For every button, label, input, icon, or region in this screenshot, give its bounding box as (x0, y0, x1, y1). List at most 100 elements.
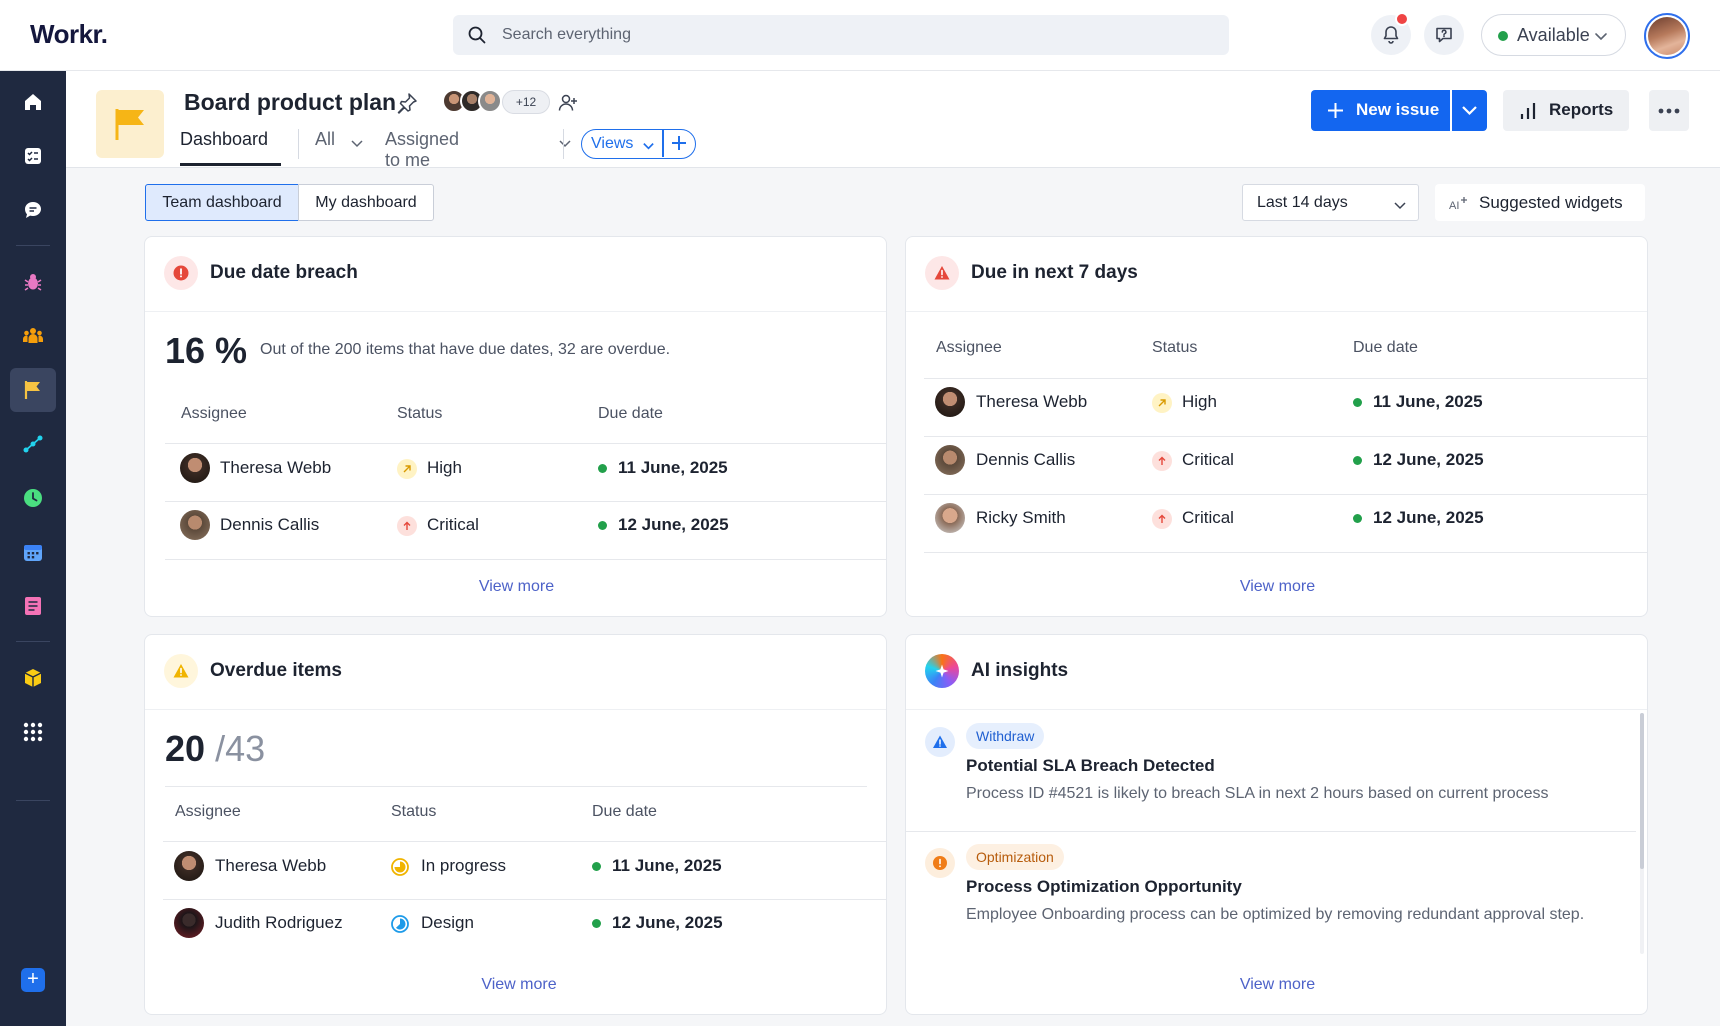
sidebar-item-bugs[interactable] (10, 260, 56, 304)
alert-circle-icon (164, 256, 198, 290)
plus-icon (1328, 103, 1343, 118)
avatar (180, 510, 210, 540)
add-app-button[interactable]: + (21, 968, 45, 992)
date-range-select[interactable]: Last 14 days (1242, 184, 1419, 221)
insight-title: Potential SLA Breach Detected (966, 756, 1215, 775)
sidebar-item-chat[interactable] (10, 188, 56, 232)
card-header: Due date breach (145, 237, 886, 312)
new-issue-button[interactable]: New issue (1311, 90, 1450, 131)
priority-critical-icon (397, 516, 417, 536)
pin-button[interactable] (396, 92, 418, 114)
due-date: 11 June, 2025 (612, 856, 722, 875)
due-date: 11 June, 2025 (1373, 392, 1483, 411)
status-label: In progress (421, 856, 507, 875)
sidebar-item-projects[interactable] (10, 368, 56, 412)
project-header: Board product plan +12 Dashboard All Ass… (66, 71, 1720, 170)
tab-all[interactable]: All (315, 129, 335, 150)
search-bar[interactable] (453, 15, 1229, 55)
availability-dropdown[interactable]: Available (1481, 14, 1626, 56)
scrollbar[interactable] (1640, 713, 1644, 954)
sidebar-item-apps[interactable] (10, 710, 56, 754)
column-header-assignee: Assignee (936, 339, 1002, 356)
calendar-icon (24, 545, 42, 561)
app-logo[interactable]: Workr. (30, 19, 108, 49)
card-title: Due date breach (210, 262, 358, 283)
warning-triangle-icon (925, 727, 955, 757)
status-label: Critical (1182, 450, 1234, 469)
ai-sparkle-icon: AI (1449, 197, 1467, 211)
column-header-assignee: Assignee (181, 405, 247, 422)
column-header-due-date: Due date (1353, 339, 1418, 356)
sidebar-item-calendar[interactable] (10, 530, 56, 574)
tab-assigned-to-me[interactable]: Assigned to me (385, 129, 460, 170)
sidebar-item-tasks[interactable] (10, 134, 56, 178)
insight-tag-optimization: Optimization (966, 844, 1064, 870)
help-button[interactable] (1424, 15, 1464, 55)
chevron-down-icon (1462, 106, 1477, 116)
page-title: Board product plan (184, 89, 397, 115)
add-view-button[interactable] (670, 134, 688, 152)
table-divider (924, 494, 1647, 495)
chevron-down-icon[interactable] (350, 136, 364, 150)
priority-high-icon (1152, 393, 1172, 413)
view-more-link[interactable]: View more (1239, 976, 1316, 993)
search-icon (468, 26, 486, 44)
notification-badge (1395, 12, 1409, 26)
column-header-status: Status (397, 405, 443, 422)
due-status-dot (1353, 456, 1362, 465)
date-range-value: Last 14 days (1257, 194, 1348, 211)
add-member-button[interactable] (557, 92, 579, 114)
ai-insights-card: AI insights Withdraw Potential SLA Breac… (905, 634, 1648, 1015)
card-header: Due in next 7 days (906, 237, 1647, 312)
due-status-dot (598, 521, 607, 530)
chevron-down-icon[interactable] (558, 136, 572, 150)
view-more-link[interactable]: View more (478, 578, 555, 595)
sidebar-item-docs[interactable] (10, 584, 56, 628)
flag-icon (115, 109, 144, 140)
sidebar-item-home[interactable] (10, 80, 56, 124)
due-date: 12 June, 2025 (612, 913, 723, 932)
search-input[interactable] (502, 15, 1202, 55)
sidebar-divider (16, 641, 50, 642)
status-dot (1498, 31, 1508, 41)
views-divider (662, 130, 664, 157)
avatar (478, 89, 502, 113)
priority-critical-icon (1152, 451, 1172, 471)
new-issue-label: New issue (1356, 100, 1440, 119)
avatar (460, 89, 484, 113)
sidebar-item-timesheets[interactable] (10, 476, 56, 520)
sidebar-item-packages[interactable] (10, 656, 56, 700)
suggested-widgets-label: Suggested widgets (1479, 193, 1623, 212)
assignee-name: Theresa Webb (976, 392, 1088, 411)
reports-label: Reports (1549, 100, 1614, 119)
bar-chart-icon (1520, 103, 1536, 119)
scrollbar-thumb[interactable] (1640, 713, 1644, 869)
sidebar-item-workflows[interactable] (10, 422, 56, 466)
avatar (935, 503, 965, 533)
chevron-down-icon (1394, 202, 1406, 210)
suggested-widgets-button[interactable]: AI Suggested widgets (1435, 184, 1645, 221)
tab-all-label: All (315, 129, 336, 149)
card-title: Due in next 7 days (971, 262, 1138, 283)
reports-button[interactable]: Reports (1503, 90, 1629, 131)
view-more-link[interactable]: View more (1239, 578, 1316, 595)
my-dashboard-toggle[interactable]: My dashboard (298, 184, 434, 221)
team-dashboard-toggle[interactable]: Team dashboard (145, 184, 299, 221)
tab-divider (563, 129, 564, 159)
insight-title: Process Optimization Opportunity (966, 877, 1242, 896)
team-icon (23, 328, 43, 343)
members-count-badge: +12 (502, 90, 550, 114)
assignee-name: Ricky Smith (976, 508, 1066, 527)
tab-dashboard[interactable]: Dashboard (180, 129, 269, 149)
sidebar-item-teams[interactable] (10, 314, 56, 358)
card-header: AI insights (906, 635, 1647, 710)
user-avatar[interactable] (1644, 13, 1690, 59)
more-options-button[interactable] (1649, 90, 1689, 131)
breach-percentage: 16 % (165, 330, 248, 371)
view-more-link[interactable]: View more (481, 976, 557, 993)
divider (165, 786, 867, 787)
table-divider (165, 559, 886, 560)
views-dropdown[interactable]: Views (581, 129, 696, 159)
apps-grid-icon (23, 722, 43, 742)
new-issue-dropdown[interactable] (1452, 90, 1487, 131)
